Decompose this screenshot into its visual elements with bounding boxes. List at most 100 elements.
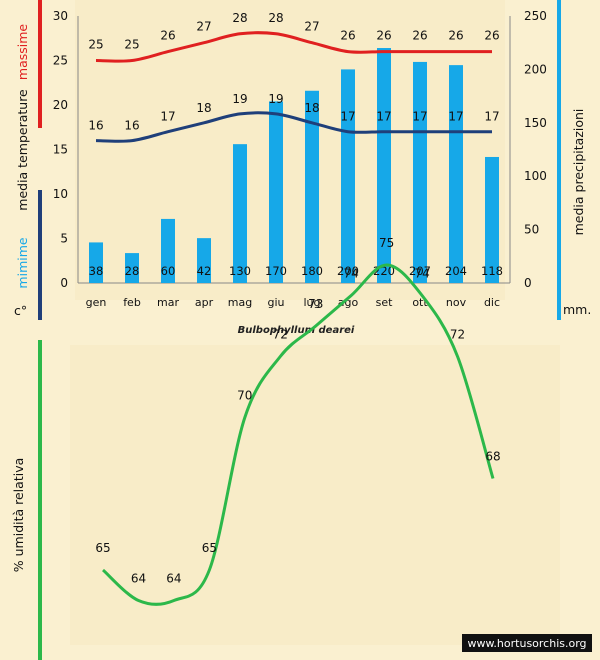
precipitation-bar-label: 180	[301, 264, 323, 278]
max-temperature-line	[95, 31, 492, 63]
humidity-chart: % umidità relativa 65 64 64 65 70 72 73 74 75 74 7…	[11, 236, 501, 660]
max-temperature-label: 27	[304, 20, 319, 34]
precipitation-bar-label: 60	[161, 264, 176, 278]
max-temperature-label: 28	[268, 11, 283, 25]
precipitation-bar	[485, 156, 499, 283]
left-tick-label: 15	[53, 143, 68, 157]
precipitation-bar-label: 28	[125, 264, 140, 278]
min-temperature-label: 19	[268, 92, 283, 106]
left-tick-label: 30	[53, 9, 68, 23]
left-axis-label-min: mimime	[15, 237, 30, 288]
min-temperature-label: 18	[304, 101, 319, 115]
precipitation-bar	[413, 61, 427, 284]
x-axis-month-label: mar	[157, 296, 179, 309]
x-axis-month-label: set	[376, 296, 393, 309]
watermark-box	[462, 634, 592, 652]
x-axis-month-label: lug	[303, 296, 320, 309]
max-temperature-labels: 25 25 26 27 28 28 27 26 26 26 26 26	[88, 11, 499, 52]
max-temperature-label: 25	[88, 38, 103, 52]
humidity-label: 75	[379, 236, 394, 250]
precipitation-bar-label: 130	[229, 264, 251, 278]
right-axis-ticks: 0 50 100 150 200 250	[524, 9, 547, 290]
precipitation-bar	[161, 218, 175, 283]
humidity-label: 74	[344, 267, 359, 281]
min-temperature-labels: 16 16 17 18 19 19 18 17 17 17 17 17	[88, 92, 499, 133]
left-axis-unit: c°	[14, 303, 27, 318]
max-temperature-label: 28	[232, 11, 247, 25]
precipitation-bar-label: 170	[265, 264, 287, 278]
humidity-label: 70	[237, 389, 252, 403]
max-temperature-label: 26	[340, 29, 355, 43]
max-temperature-label: 25	[124, 38, 139, 52]
min-temperature-line	[95, 111, 492, 143]
precipitation-bar	[341, 69, 355, 284]
right-tick-label: 100	[524, 169, 547, 183]
right-tick-label: 150	[524, 116, 547, 130]
right-axis-label: media precipitazioni	[571, 109, 586, 236]
x-axis-month-label: giu	[267, 296, 284, 309]
precipitation-bar	[125, 253, 139, 283]
min-temperature-label: 17	[340, 110, 355, 124]
right-axis-unit: mm.	[563, 302, 591, 317]
precipitation-bar	[449, 65, 463, 284]
x-axis-month-label: apr	[195, 296, 214, 309]
humidity-axis-label: % umidità relativa	[11, 458, 26, 572]
precipitation-bar	[377, 48, 391, 283]
max-temperature-label: 27	[196, 20, 211, 34]
humidity-label: 72	[450, 328, 465, 342]
temperature-precipitation-chart: 0 5 10 15 20 25 30 0 50 100 150 200 250 38 28 60 42 130…	[14, 0, 591, 336]
humidity-label: 68	[485, 450, 500, 464]
max-temperature-label: 26	[412, 29, 427, 43]
left-axis-ticks: 0 5 10 15 20 25 30	[53, 9, 68, 290]
plot-area-top	[75, 0, 505, 300]
left-tick-label: 5	[60, 232, 68, 246]
left-tick-label: 0	[60, 276, 68, 290]
humidity-line	[101, 263, 495, 606]
precipitation-bar	[305, 90, 319, 283]
x-axis-month-label: ago	[338, 296, 359, 309]
x-axis-month-label: mag	[228, 296, 252, 309]
min-temperature-label: 17	[448, 110, 463, 124]
min-temperature-label: 17	[376, 110, 391, 124]
precipitation-bars	[89, 48, 499, 284]
watermark: www.hortusorchis.org	[467, 637, 586, 650]
humidity-label: 73	[308, 297, 323, 311]
precipitation-bar-label: 42	[197, 264, 212, 278]
plot-area-bottom	[70, 345, 560, 645]
humidity-label: 64	[131, 572, 146, 586]
right-tick-label: 0	[524, 276, 532, 290]
min-temperature-label: 16	[88, 119, 103, 133]
left-axis-label-max: massime	[15, 24, 30, 81]
max-temperature-label: 26	[160, 29, 175, 43]
min-temperature-label: 16	[124, 119, 139, 133]
humidity-label: 65	[95, 541, 110, 555]
precipitation-bar-label: 118	[481, 264, 503, 278]
precipitation-bar	[89, 242, 103, 283]
min-temperature-label: 17	[484, 110, 499, 124]
precipitation-bar	[269, 101, 283, 283]
x-axis-month-label: dic	[484, 296, 500, 309]
x-axis-month-labels: gen feb mar apr mag giu lug ago set ott nov dic	[86, 296, 500, 309]
min-temperature-label: 17	[412, 110, 427, 124]
left-tick-label: 10	[53, 187, 68, 201]
x-axis-month-label: nov	[446, 296, 467, 309]
humidity-label: 74	[414, 267, 429, 281]
precipitation-bar-label: 38	[89, 264, 104, 278]
precipitation-bar	[233, 144, 247, 283]
precipitation-bar-label: 200	[337, 264, 359, 278]
precipitation-bar	[197, 238, 211, 283]
left-tick-label: 20	[53, 98, 68, 112]
humidity-labels: 65 64 64 65 70 72 73 74 75 74 72 68	[95, 236, 500, 586]
right-tick-label: 250	[524, 9, 547, 23]
precipitation-bar-label: 207	[409, 264, 431, 278]
humidity-label: 72	[273, 328, 288, 342]
x-axis-month-label: gen	[86, 296, 107, 309]
min-temperature-label: 17	[160, 110, 175, 124]
max-temperature-label: 26	[376, 29, 391, 43]
max-temperature-label: 26	[448, 29, 463, 43]
max-temperature-label: 26	[484, 29, 499, 43]
left-tick-label: 25	[53, 54, 68, 68]
x-axis-month-label: feb	[123, 296, 141, 309]
min-temperature-label: 18	[196, 101, 211, 115]
